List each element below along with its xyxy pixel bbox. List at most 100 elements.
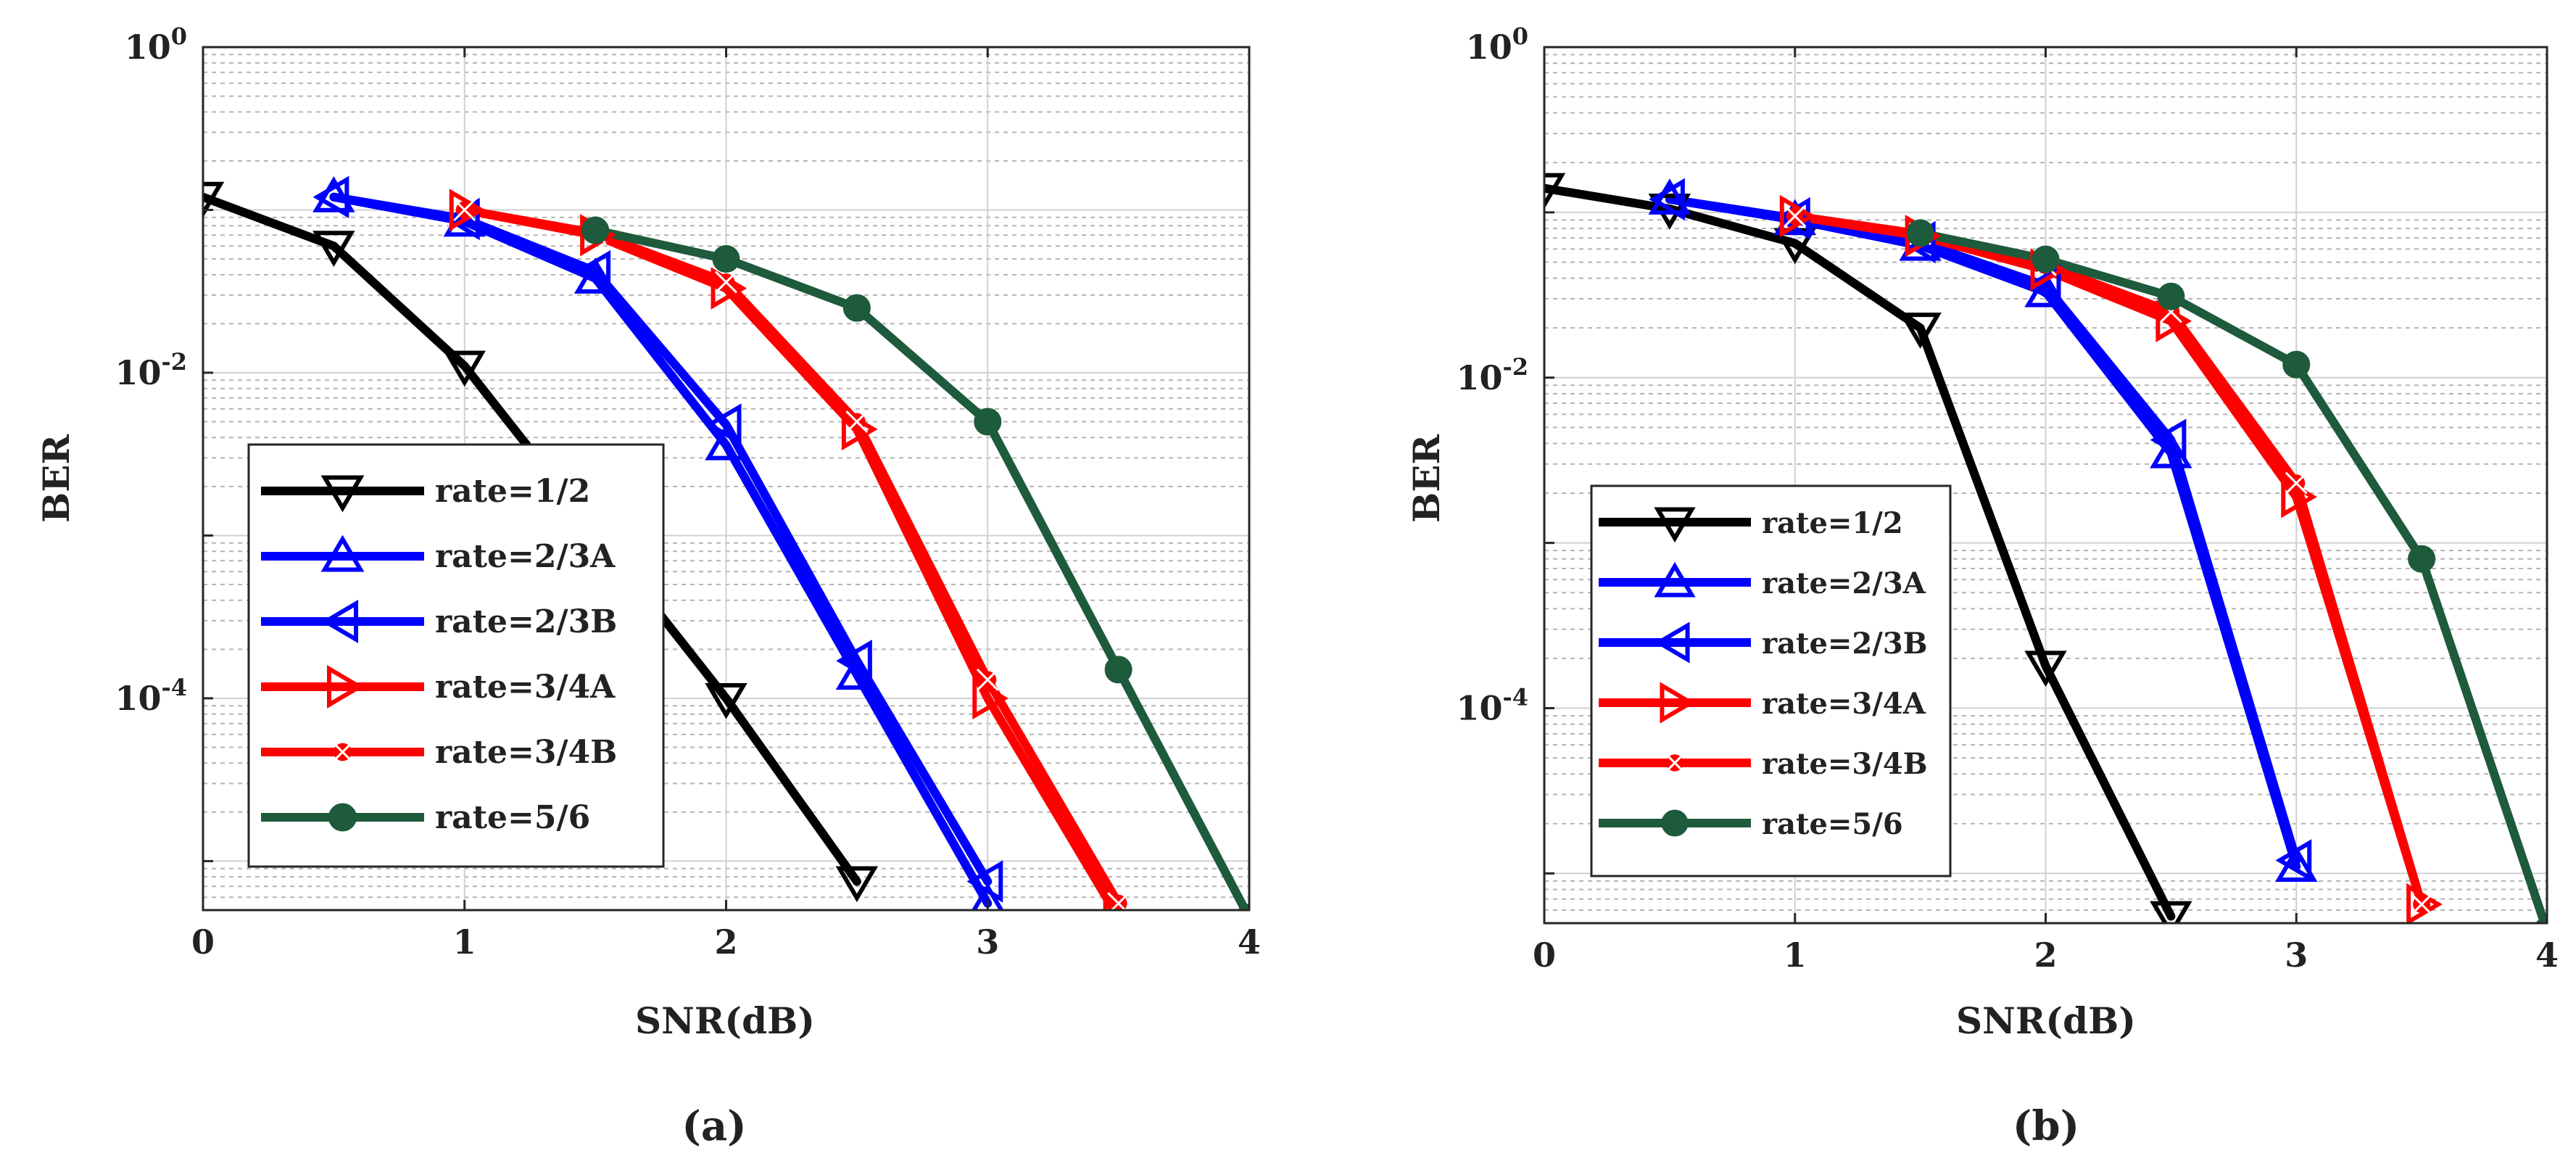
legend-entry-label: rate=3/4A <box>435 669 616 706</box>
legend-samples <box>1599 507 1751 837</box>
y-tick-label: 10-2 <box>115 348 187 392</box>
legend-entry-label: rate=5/6 <box>435 799 590 836</box>
data-point <box>2282 350 2311 379</box>
y-tick-label: 100 <box>1466 22 1528 67</box>
legend-entry-label: rate=1/2 <box>435 473 590 510</box>
legend-box <box>247 443 665 868</box>
data-point <box>1104 656 1132 684</box>
data-point <box>2157 282 2185 310</box>
data-point <box>836 639 872 682</box>
data-point <box>2150 901 2192 923</box>
data-point-cross <box>1107 892 1130 910</box>
data-point <box>705 424 747 460</box>
x-axis-label: SNR(dB) <box>1956 999 2136 1042</box>
data-point-cross <box>2410 893 2433 916</box>
data-point <box>2285 471 2308 495</box>
legend-entry-label: rate=3/4A <box>1762 687 1926 721</box>
data-point <box>974 408 1002 436</box>
x-tick-label: 2 <box>2034 935 2057 975</box>
data-point <box>1779 194 1816 238</box>
legend-marker <box>320 475 365 513</box>
data-point <box>842 294 871 322</box>
legend-marker <box>1654 621 1690 664</box>
legend-marker <box>1654 507 1696 543</box>
data-point <box>1107 892 1130 910</box>
legend-entry-label: rate=3/4B <box>435 734 617 771</box>
data-point <box>574 249 611 293</box>
data-point <box>2024 650 2067 687</box>
data-point-cross <box>453 199 476 221</box>
legend-entry-label: rate=2/3B <box>1762 627 1928 661</box>
axis-ticks <box>202 46 1251 910</box>
chart-panel-a: 0 1 2 3 4 100 10-2 10-4 SNR(dB) BER (a) … <box>35 22 1261 1150</box>
data-point <box>2150 431 2192 468</box>
y-tick-label: 10-4 <box>1456 684 1528 728</box>
data-point <box>835 866 879 903</box>
data-point <box>715 270 737 294</box>
data-point <box>845 410 869 434</box>
data-point <box>2406 883 2443 923</box>
series-line <box>1916 228 2547 923</box>
data-point <box>449 189 486 231</box>
data-point <box>581 216 610 244</box>
x-tick-label: 3 <box>976 922 999 962</box>
x-tick-label: 1 <box>453 922 476 962</box>
panel-caption: (a) <box>682 1102 746 1150</box>
legend-entry-label: rate=3/4B <box>1762 747 1928 781</box>
data-point <box>2275 839 2312 882</box>
data-point <box>203 181 225 218</box>
panel-caption: (b) <box>2013 1102 2079 1150</box>
legend-marker-cross <box>331 740 355 764</box>
data-point-cross <box>976 668 999 691</box>
series-line <box>591 226 1249 910</box>
legend-samples <box>261 475 424 832</box>
legend-marker <box>320 534 365 572</box>
data-point <box>1544 173 1566 210</box>
legend-entry-label: rate=2/3A <box>1762 566 1926 600</box>
y-tick-label: 100 <box>125 22 187 67</box>
series-line <box>203 192 861 886</box>
legend: rate=1/2 rate=2/3A rate=2/3B rate=3/4A r… <box>247 443 665 868</box>
data-point-cross <box>1784 205 1807 228</box>
x-tick-label: 4 <box>2535 935 2559 975</box>
data-point <box>712 245 740 273</box>
x-tick-label: 0 <box>1533 935 1556 975</box>
data-point <box>312 175 355 212</box>
legend: rate=1/2 rate=2/3A rate=2/3B rate=3/4A r… <box>1590 484 1952 877</box>
data-point-cross <box>715 270 737 294</box>
data-point <box>2024 264 2061 307</box>
legend-marker <box>1663 751 1686 774</box>
legend-marker-cross <box>1663 751 1686 774</box>
y-tick-label: 10-4 <box>115 674 187 718</box>
series-line <box>329 192 993 886</box>
data-point <box>705 403 742 446</box>
data-point <box>1238 904 1249 910</box>
data-point <box>705 682 747 719</box>
legend-entry-label: rate=2/3B <box>435 603 617 640</box>
data-point <box>1784 205 1807 228</box>
axis-ticks <box>1543 46 2548 923</box>
legend-marker <box>1660 682 1696 724</box>
legend-entry-label: rate=5/6 <box>1762 807 1903 841</box>
series-line <box>1790 211 2427 909</box>
data-point <box>2150 418 2187 461</box>
series-line <box>460 205 1123 908</box>
legend-entry-label: rate=2/3A <box>435 538 616 575</box>
data-point-cross <box>2285 471 2308 495</box>
data-point-cross <box>845 410 869 434</box>
data-point <box>1906 219 1934 247</box>
legend-marker <box>328 803 357 832</box>
data-point <box>835 653 879 690</box>
data-point <box>1648 178 1691 215</box>
data-point <box>972 677 1009 720</box>
data-point <box>312 175 349 218</box>
legend-marker <box>321 600 359 643</box>
data-point <box>1649 178 1685 221</box>
data-point <box>966 860 1003 903</box>
series-layer <box>1544 173 2547 923</box>
data-point <box>1899 313 1942 349</box>
chart-panel-b: 0 1 2 3 4 100 10-2 10-4 SNR(dB) BER (b) … <box>1405 22 2559 1150</box>
data-point <box>443 350 486 387</box>
x-tick-label: 0 <box>191 922 215 962</box>
